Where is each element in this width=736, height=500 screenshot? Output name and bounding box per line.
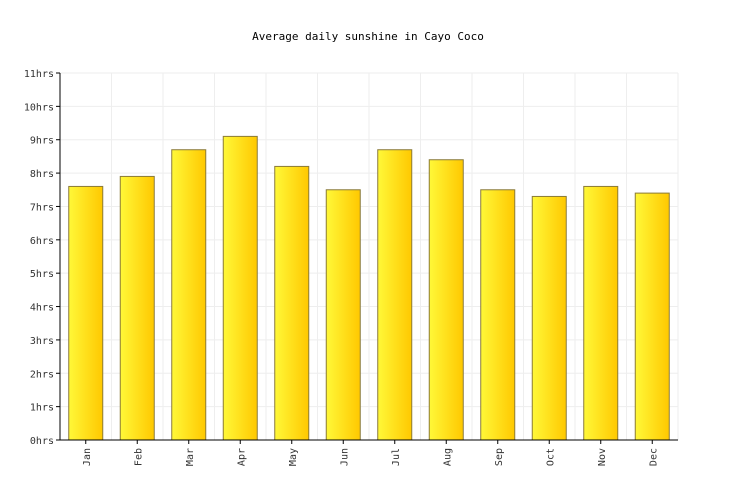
bar-apr — [222, 135, 258, 441]
y-tick-label: 7hrs — [30, 202, 54, 213]
axis-layer — [56, 72, 678, 444]
label-layer: 0hrs 1hrs 2hrs 3hrs 4hrs 5hrs 6hrs 7hrs 8hrs 9hrs… — [24, 69, 659, 466]
x-tick-label-jan: Jan — [82, 448, 93, 466]
y-tick-label: 10hrs — [24, 102, 54, 113]
bar-aug — [428, 159, 464, 441]
bar-feb — [119, 175, 155, 441]
x-tick-label-sep: Sep — [494, 448, 505, 466]
bar-mar — [171, 149, 207, 441]
y-tick-label: 6hrs — [30, 236, 54, 247]
y-tick-label: 1hrs — [30, 403, 54, 414]
x-tick-label-jun: Jun — [339, 448, 350, 466]
x-tick-label-mar: Mar — [185, 448, 196, 466]
bar-may — [274, 165, 310, 441]
x-tick-label-jul: Jul — [391, 448, 402, 466]
bar-jul — [377, 149, 413, 441]
y-tick-label: 9hrs — [30, 136, 54, 147]
bar-dec — [634, 192, 670, 441]
x-tick-label-apr: Apr — [236, 448, 247, 466]
x-tick-label-may: May — [288, 448, 299, 466]
x-tick-label-aug: Aug — [442, 448, 453, 466]
bar-nov — [583, 185, 619, 441]
y-tick-label: 3hrs — [30, 336, 54, 347]
x-tick-label-nov: Nov — [597, 448, 608, 466]
x-tick-label-dec: Dec — [648, 448, 659, 466]
grid-layer — [59, 72, 679, 441]
x-tick-label-feb: Feb — [133, 448, 144, 466]
y-tick-label: 5hrs — [30, 269, 54, 280]
y-tick-label: 8hrs — [30, 169, 54, 180]
y-tick-label: 4hrs — [30, 303, 54, 314]
x-tick-label-oct: Oct — [545, 448, 556, 466]
chart-title: Average daily sunshine in Cayo Coco — [252, 30, 484, 43]
bar-jun — [325, 189, 361, 441]
y-tick-label: 2hrs — [30, 369, 54, 380]
bar-jan — [68, 185, 104, 441]
y-tick-label: 11hrs — [24, 69, 54, 80]
bar-layer — [68, 135, 670, 441]
bar-oct — [531, 195, 567, 441]
y-tick-label: 0hrs — [30, 436, 54, 447]
bar-sep — [480, 189, 516, 441]
